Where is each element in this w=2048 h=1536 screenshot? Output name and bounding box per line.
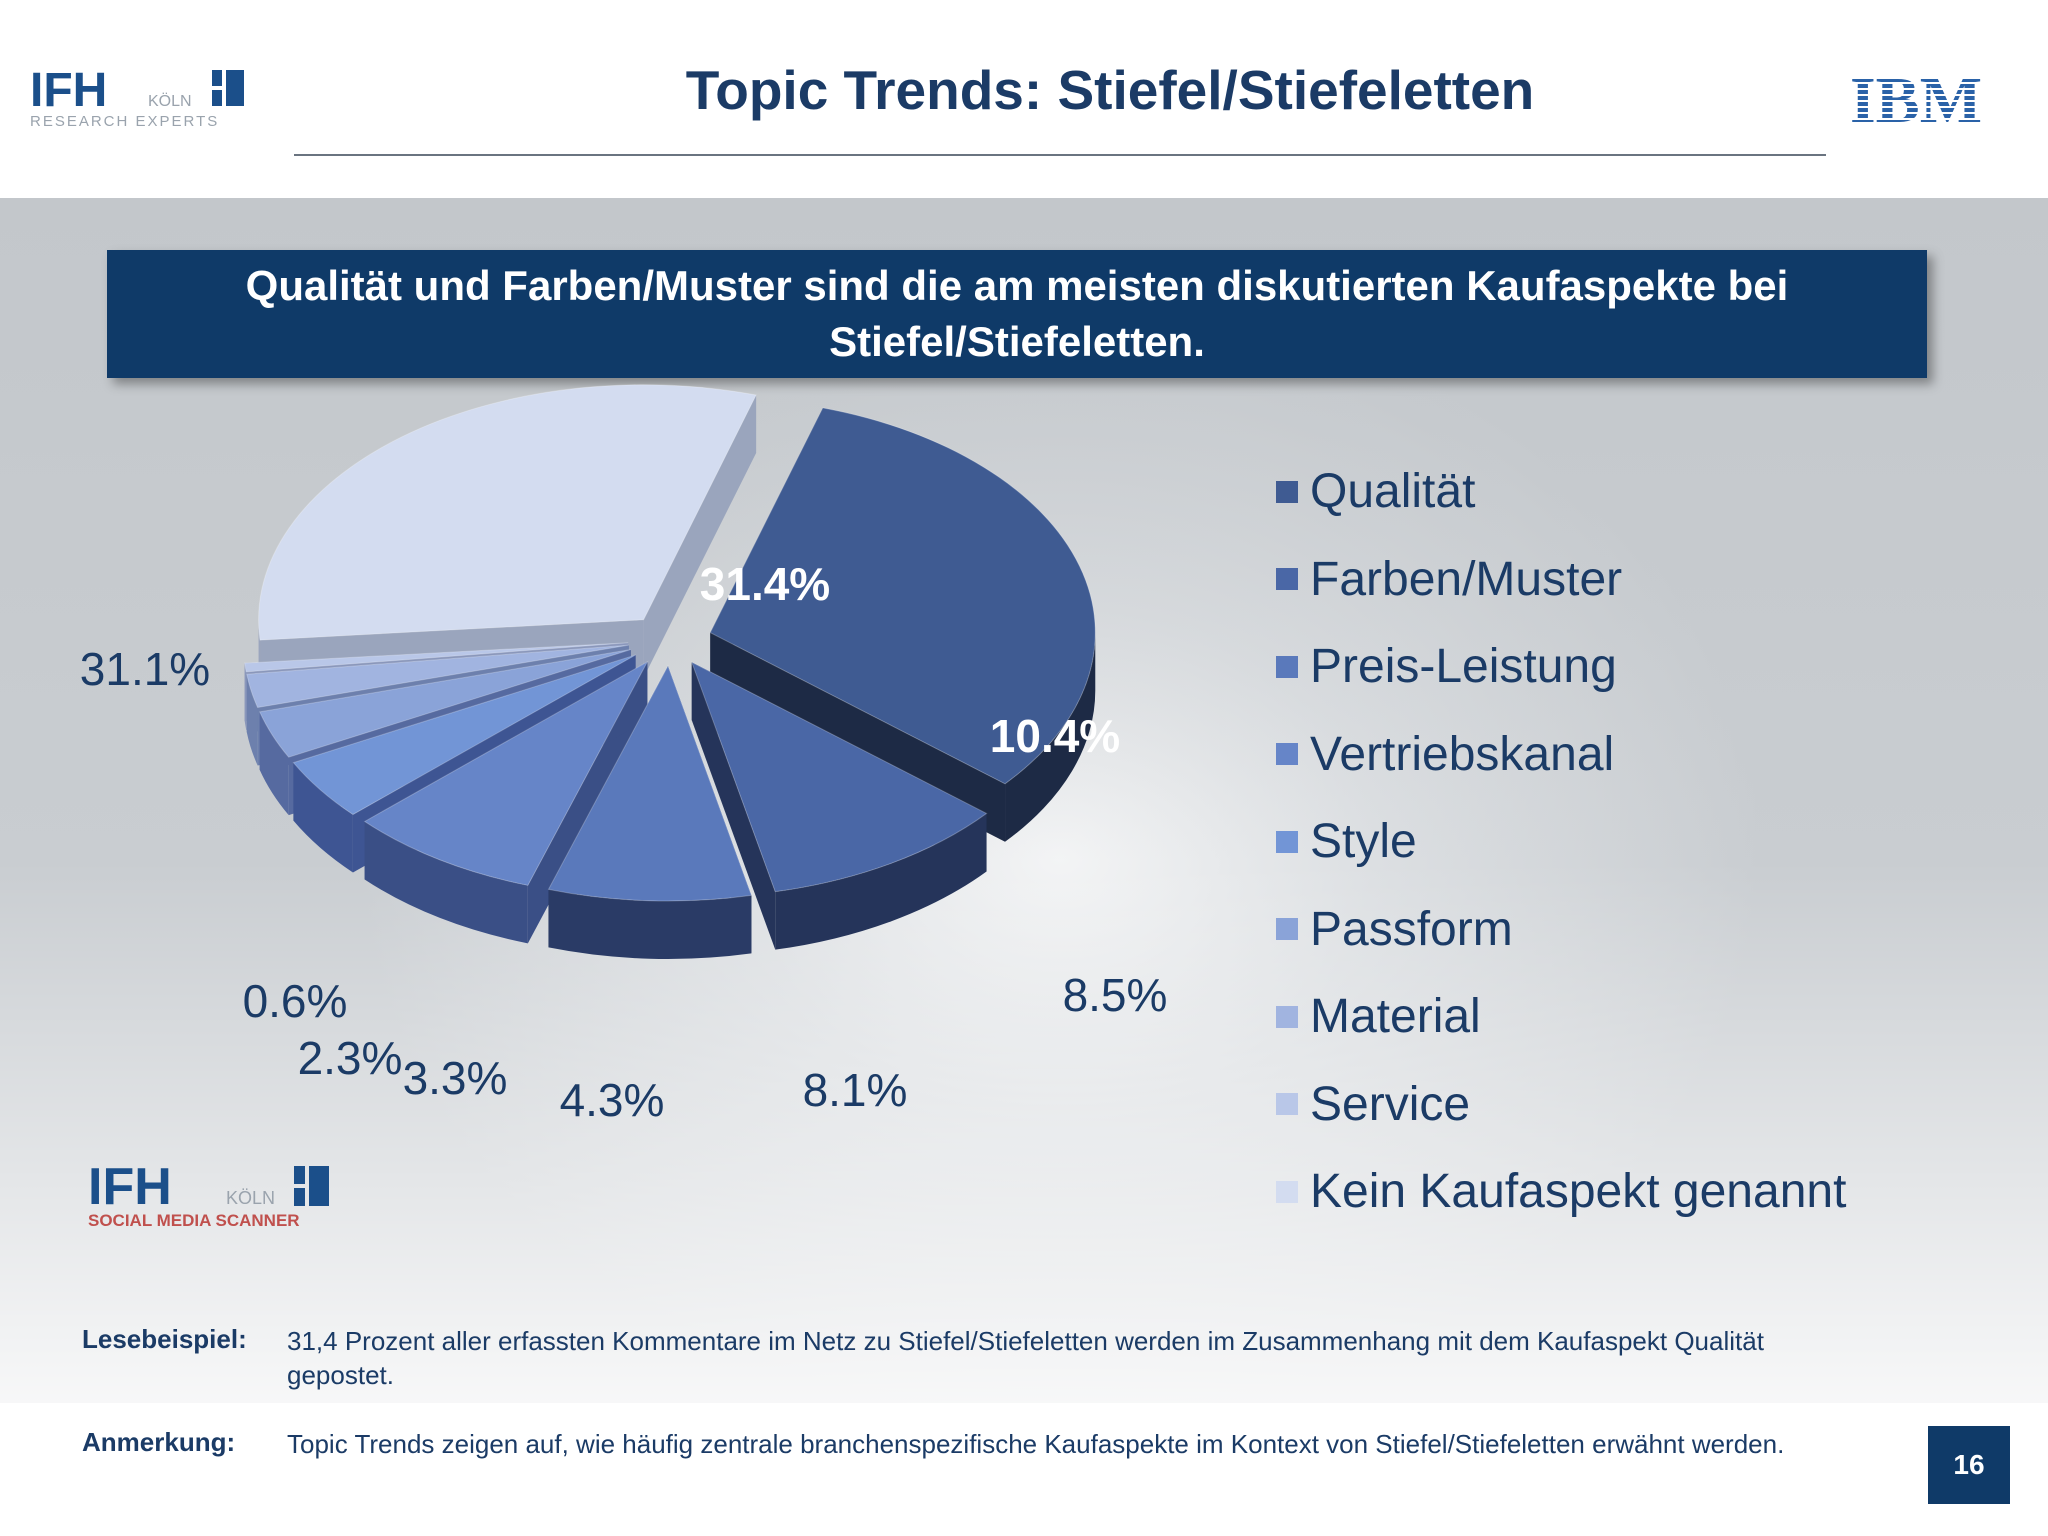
reading-example-label: Lesebeispiel: — [82, 1324, 247, 1354]
headline-banner: Qualität und Farben/Muster sind die am m… — [107, 250, 1927, 378]
pie-slice-rim — [293, 762, 353, 873]
pie-slice-rim — [775, 813, 987, 950]
data-label: 0.6% — [243, 975, 348, 1027]
legend-label: Preis-Leistung — [1310, 640, 1617, 694]
pie-slice — [363, 660, 649, 944]
legend-swatch — [1276, 1005, 1298, 1028]
legend-item: Qualität — [1276, 448, 1996, 536]
legend-label: Style — [1310, 815, 1417, 869]
data-label: 10.4% — [990, 710, 1120, 762]
pie-slice-rim — [548, 889, 752, 960]
pie-slice — [547, 664, 753, 960]
legend-label: Farben/Muster — [1310, 552, 1623, 606]
legend-swatch — [1276, 1180, 1298, 1203]
pie-slice-top-8 — [244, 642, 629, 673]
data-label: 31.1% — [80, 643, 210, 695]
ifh-logo-top-sub: RESEARCH EXPERTS — [30, 113, 219, 130]
pie-slice-sides — [244, 384, 1096, 960]
legend-item: Style — [1276, 798, 1996, 886]
legend-label: Material — [1310, 990, 1481, 1044]
reading-example-text: 31,4 Prozent aller erfassten Kommentare … — [287, 1326, 1764, 1390]
pie-slice-top-9 — [258, 384, 757, 641]
ifh-logo-bottom-city: KÖLN — [226, 1188, 275, 1208]
legend-item: Passform — [1276, 886, 1996, 974]
ifh-logo-bottom-text: IFH — [88, 1160, 172, 1216]
page-number: 16 — [1928, 1426, 2010, 1504]
pie-slice-wall — [259, 649, 631, 770]
legend-item: Service — [1276, 1061, 1996, 1149]
ifh-logo-top-text: IFH — [30, 64, 107, 117]
pie-slice-top-2 — [690, 661, 988, 893]
legend-swatch — [1276, 655, 1298, 678]
legend-label: Kein Kaufaspekt genannt — [1310, 1165, 1847, 1219]
headline-banner-text: Qualität und Farben/Muster sind die am m… — [245, 262, 1789, 365]
legend-item: Kein Kaufaspekt genannt — [1276, 1148, 1996, 1236]
legend-swatch — [1276, 830, 1298, 853]
pie-slice-top-5 — [292, 654, 636, 816]
pie-slice-top-3 — [547, 664, 753, 902]
legend-label: Passform — [1310, 902, 1513, 956]
pie-slice-top-4 — [363, 660, 649, 886]
pie-slice-wall — [643, 395, 757, 678]
data-label: 3.3% — [403, 1052, 508, 1104]
ibm-logo-text: IBM — [1850, 66, 1982, 128]
footer-band — [0, 1403, 2048, 1536]
ifh-logo-top-city: KÖLN — [148, 92, 192, 110]
pie-slice-top-7 — [246, 644, 629, 709]
ifh-logo-bottom-sub: SOCIAL MEDIA SCANNER — [88, 1211, 300, 1230]
legend-swatch — [1276, 743, 1298, 766]
data-label: 2.3% — [298, 1032, 403, 1084]
data-label: 4.3% — [560, 1074, 665, 1126]
ibm-logo: IBM — [1850, 66, 1982, 128]
ifh-logo-top: IFH KÖLN RESEARCH EXPERTS — [30, 64, 244, 130]
pie-slice-rim — [244, 663, 247, 730]
legend-item: Farben/Muster — [1276, 536, 1996, 624]
data-label: 8.1% — [803, 1064, 908, 1116]
pie-slice-top-6 — [258, 648, 632, 758]
legend-swatch — [1276, 568, 1298, 591]
legend-label: Vertriebskanal — [1310, 727, 1615, 781]
remark-label: Anmerkung: — [82, 1427, 236, 1457]
legend-swatch — [1276, 480, 1298, 503]
pie-slice — [690, 661, 988, 950]
pie-slice-rim — [1005, 632, 1096, 842]
legend-label: Service — [1310, 1077, 1471, 1131]
legend-label: Qualität — [1310, 465, 1476, 519]
chart-legend: Qualität Farben/Muster Preis-Leistung Vertr… — [1276, 448, 1996, 1236]
legend-swatch — [1276, 1093, 1298, 1116]
pie-slice-wall — [691, 662, 776, 950]
legend-item: Preis-Leistung — [1276, 623, 1996, 711]
pie-slice-rim — [364, 821, 528, 944]
legend-swatch — [1276, 918, 1298, 941]
title-divider — [294, 154, 1826, 156]
pie-slice-top-1 — [709, 407, 1096, 785]
pie-slice-rim — [246, 674, 258, 766]
data-label: 31.4% — [700, 558, 830, 610]
pie-chart: 31.4% 10.4% 8.5% 8.1% 4.3% 3.3%2.3%0.6% 31.1% — [80, 384, 1168, 1126]
remark-text: Topic Trends zeigen auf, wie häufig zent… — [287, 1429, 1785, 1459]
legend-item: Vertriebskanal — [1276, 711, 1996, 799]
slide-header: IFH KÖLN RESEARCH EXPERTS Topic Trends: … — [0, 0, 2048, 198]
legend-item: Material — [1276, 973, 1996, 1061]
data-label: 8.5% — [1063, 969, 1168, 1021]
ifh-social-media-scanner-logo: IFH KÖLN SOCIAL MEDIA SCANNER — [88, 1160, 329, 1230]
page-title: Topic Trends: Stiefel/Stiefeletten — [685, 59, 1535, 121]
pie-slice-rim — [259, 711, 289, 816]
